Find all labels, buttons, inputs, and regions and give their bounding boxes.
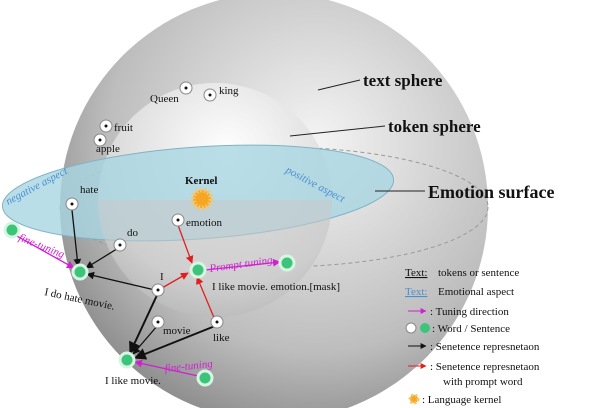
sentence-points: [3, 221, 296, 387]
word: do: [127, 227, 139, 239]
legend-key: Text:: [405, 286, 427, 298]
tuning-arrow: [204, 258, 281, 271]
arrow: [133, 325, 216, 360]
sentence: I like movie.: [105, 375, 161, 387]
sentence-point: [3, 221, 21, 239]
arrow: [177, 224, 194, 264]
word: I: [160, 271, 164, 283]
legend-icon: [405, 322, 417, 334]
legend-key: Text:: [405, 267, 427, 279]
word: fruit: [114, 122, 133, 134]
pointer-lines: [289, 79, 425, 192]
arrow: [161, 272, 189, 289]
legend-label: Emotional aspect: [438, 286, 514, 298]
arrow: [71, 209, 82, 267]
arrow: [129, 292, 159, 355]
word: movie: [163, 325, 191, 337]
kernel-icon: [190, 187, 214, 211]
sentence: I like movie. emotion.[mask]: [212, 281, 340, 293]
pointer: [317, 79, 361, 91]
legend: Text: tokens or sentence Text: Emotional…: [405, 267, 540, 406]
legend-label: : Senetence represnetaon: [430, 361, 540, 373]
word-dots: [70, 86, 219, 324]
tuning-arrow: [14, 234, 75, 269]
kernel-label: Kernel: [185, 175, 217, 187]
word: emotion: [186, 217, 223, 229]
sentence-point: [189, 261, 207, 279]
sentence-point: [196, 369, 214, 387]
label: token sphere: [388, 117, 481, 136]
word: hate: [80, 184, 98, 196]
pointer: [289, 125, 386, 137]
legend-label: : Word / Sentence: [432, 323, 510, 335]
word: like: [213, 332, 230, 344]
legend-icon: [420, 323, 430, 333]
legend-label: tokens or sentence: [438, 267, 519, 279]
sentence-point: [71, 263, 89, 281]
tuning-arrow: [134, 359, 199, 377]
word: king: [219, 85, 239, 97]
legend-icon: [408, 393, 420, 405]
legend-label: : Language kernel: [422, 394, 501, 406]
tuning-label: fine-tuning: [164, 358, 214, 375]
tuning-label: fine-tuning: [17, 232, 67, 261]
arrow: [85, 246, 121, 269]
word: apple: [96, 143, 120, 155]
legend-label: with prompt word: [443, 376, 523, 388]
arrow: [86, 271, 156, 291]
legend-label: : Senetence represnetaon: [430, 341, 540, 353]
kernel-sun: [190, 187, 214, 211]
sentence-point: [278, 254, 296, 272]
legend-label: : Tuning direction: [430, 306, 509, 318]
label: text sphere: [363, 71, 443, 90]
arrow: [196, 276, 216, 321]
sentence-point: [118, 351, 136, 369]
word: Queen: [150, 93, 179, 105]
label: Emotion surface: [428, 182, 554, 202]
arrows: [14, 209, 281, 377]
